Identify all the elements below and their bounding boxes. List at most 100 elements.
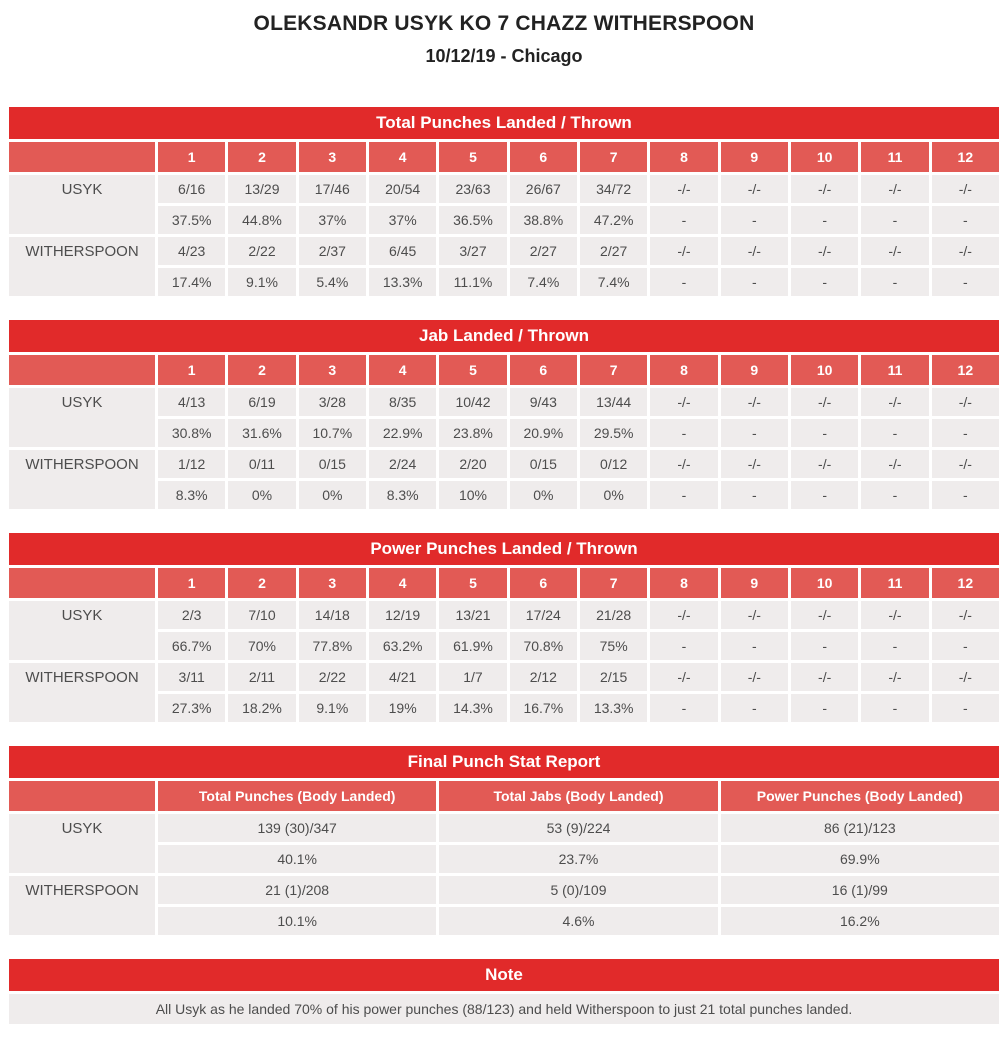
pct-cell: 10.7% — [298, 419, 366, 447]
landed-thrown-cell: -/- — [650, 601, 718, 629]
round-header-corner — [9, 568, 155, 598]
pct-cell: - — [720, 206, 788, 234]
landed-thrown-cell: -/- — [720, 450, 788, 478]
pct-cell: 37% — [369, 206, 437, 234]
landed-thrown-cell: 10/42 — [439, 388, 507, 416]
landed-thrown-cell: 34/72 — [580, 175, 648, 203]
pct-cell: - — [861, 694, 929, 722]
landed-thrown-cell: 14/18 — [298, 601, 366, 629]
pct-cell: 27.3% — [158, 694, 226, 722]
round-header: 6 — [509, 142, 577, 172]
landed-thrown-cell: 6/45 — [369, 237, 437, 265]
landed-thrown-cell: -/- — [650, 663, 718, 691]
landed-thrown-cell: 1/7 — [439, 663, 507, 691]
final-column-header: Power Punches (Body Landed) — [720, 781, 999, 811]
pct-cell: 37% — [298, 206, 366, 234]
pct-cell: - — [650, 694, 718, 722]
round-header: 10 — [791, 355, 859, 385]
landed-thrown-cell: 0/15 — [298, 450, 366, 478]
fighter-name: WITHERSPOON — [9, 876, 155, 935]
note-container: Note All Usyk as he landed 70% of his pow… — [9, 959, 999, 1024]
landed-thrown-cell: -/- — [931, 237, 999, 265]
note-table: Note All Usyk as he landed 70% of his pow… — [9, 959, 999, 1024]
pct-cell: 7.4% — [509, 268, 577, 296]
landed-thrown-cell: 20/54 — [369, 175, 437, 203]
round-header: 9 — [720, 568, 788, 598]
landed-thrown-cell: 23/63 — [439, 175, 507, 203]
landed-thrown-cell: 9/43 — [509, 388, 577, 416]
pct-cell: 13.3% — [580, 694, 648, 722]
landed-thrown-cell: -/- — [861, 237, 929, 265]
pct-cell: 9.1% — [228, 268, 296, 296]
pct-cell: 17.4% — [158, 268, 226, 296]
page-subtitle: 10/12/19 - Chicago — [425, 46, 583, 66]
fighter-name: WITHERSPOON — [9, 663, 155, 722]
round-header: 4 — [369, 355, 437, 385]
pct-cell: 36.5% — [439, 206, 507, 234]
landed-thrown-cell: -/- — [931, 450, 999, 478]
round-header: 1 — [158, 568, 226, 598]
round-header: 5 — [439, 142, 507, 172]
landed-thrown-cell: -/- — [650, 450, 718, 478]
pct-cell: 11.1% — [439, 268, 507, 296]
landed-thrown-cell: -/- — [650, 388, 718, 416]
table-title: Jab Landed / Thrown — [9, 320, 999, 352]
final-pct-cell: 10.1% — [158, 907, 437, 935]
pct-cell: 0% — [580, 481, 648, 509]
final-stat-cell: 16 (1)/99 — [720, 876, 999, 904]
pct-cell: - — [650, 206, 718, 234]
pct-cell: - — [791, 206, 859, 234]
round-table: Jab Landed / Thrown 1 2 3 4 5 6 7 8 9 10 11 12 USYK 4/… — [9, 320, 999, 509]
pct-cell: 31.6% — [228, 419, 296, 447]
round-header: 12 — [931, 355, 999, 385]
pct-cell: - — [791, 632, 859, 660]
pct-cell: - — [720, 268, 788, 296]
final-pct-cell: 23.7% — [439, 845, 718, 873]
landed-thrown-cell: 6/19 — [228, 388, 296, 416]
pct-cell: - — [931, 268, 999, 296]
fighter-name-label: USYK — [61, 606, 103, 624]
punch-stats-report: OLEKSANDR USYK KO 7 CHAZZ WITHERSPOON 10… — [9, 0, 999, 1038]
report-header: OLEKSANDR USYK KO 7 CHAZZ WITHERSPOON 10… — [9, 12, 999, 67]
landed-thrown-cell: 2/3 — [158, 601, 226, 629]
round-header: 10 — [791, 142, 859, 172]
round-table: Power Punches Landed / Thrown 1 2 3 4 5 6 7 8 9 10… — [9, 533, 999, 722]
pct-cell: - — [931, 632, 999, 660]
landed-thrown-cell: 4/23 — [158, 237, 226, 265]
pct-cell: 8.3% — [158, 481, 226, 509]
pct-cell: - — [720, 694, 788, 722]
pct-cell: 8.3% — [369, 481, 437, 509]
round-header: 2 — [228, 355, 296, 385]
pct-cell: 16.7% — [509, 694, 577, 722]
round-header: 2 — [228, 142, 296, 172]
pct-cell: - — [720, 419, 788, 447]
pct-cell: - — [650, 632, 718, 660]
note-title: Note — [9, 959, 999, 991]
landed-thrown-cell: -/- — [720, 663, 788, 691]
pct-cell: 0% — [298, 481, 366, 509]
pct-cell: - — [720, 481, 788, 509]
table-title: Power Punches Landed / Thrown — [9, 533, 999, 565]
round-header: 12 — [931, 568, 999, 598]
final-column-header: Total Jabs (Body Landed) — [439, 781, 718, 811]
round-header: 3 — [298, 142, 366, 172]
pct-cell: 44.8% — [228, 206, 296, 234]
pct-cell: 77.8% — [298, 632, 366, 660]
round-table: Total Punches Landed / Thrown 1 2 3 4 5 6 7 8 9 10… — [9, 107, 999, 296]
fighter-name-label: WITHERSPOON — [25, 242, 139, 260]
pct-cell: 37.5% — [158, 206, 226, 234]
fighter-name: USYK — [9, 814, 155, 873]
landed-thrown-cell: -/- — [861, 601, 929, 629]
note-text: All Usyk as he landed 70% of his power p… — [9, 994, 999, 1024]
pct-cell: 66.7% — [158, 632, 226, 660]
round-header: 5 — [439, 568, 507, 598]
fighter-name: WITHERSPOON — [9, 450, 155, 509]
round-header: 9 — [720, 355, 788, 385]
landed-thrown-cell: 0/15 — [509, 450, 577, 478]
fighter-name-label: WITHERSPOON — [25, 881, 139, 899]
landed-thrown-cell: 8/35 — [369, 388, 437, 416]
landed-thrown-cell: -/- — [861, 388, 929, 416]
pct-cell: 20.9% — [509, 419, 577, 447]
pct-cell: 0% — [509, 481, 577, 509]
round-header: 5 — [439, 355, 507, 385]
